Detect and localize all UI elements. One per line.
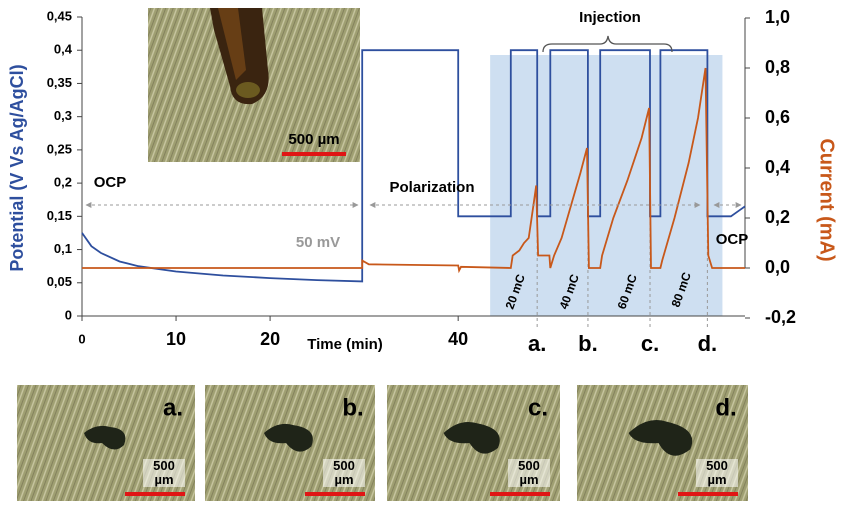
y-tick-label: 0,35	[47, 75, 72, 90]
y-tick-label: 0	[65, 307, 72, 322]
y2-tick-label: 0,6	[765, 107, 790, 127]
y-tick-label: 0,3	[54, 108, 72, 123]
scale-box: 500 µm	[696, 459, 738, 487]
image-label: d.	[715, 394, 736, 421]
scale-box: 500 µm	[143, 459, 185, 487]
y2-tick-label: 0,8	[765, 57, 790, 77]
scale-bar	[490, 492, 550, 496]
deposit	[628, 420, 693, 456]
deposit	[443, 421, 500, 454]
y2-tick-label: 0,0	[765, 257, 790, 277]
series-line	[81, 49, 746, 283]
y2-axis-label: Current (mA)	[816, 138, 838, 261]
x-tick-label: 40	[448, 329, 468, 349]
y2-tick-label: 0,4	[765, 157, 790, 177]
y-tick-label: 0,15	[47, 208, 72, 223]
injection-bracket	[542, 35, 673, 53]
y-tick-label: 0,1	[54, 241, 72, 256]
scale-box: 500 µm	[323, 459, 365, 487]
scale-label: 500 µm	[696, 459, 738, 487]
deposit	[264, 423, 313, 452]
scale-label: 500 µm	[288, 131, 339, 148]
annotation: Injection	[579, 9, 641, 26]
y2-tick-label: -0,2	[765, 307, 796, 327]
y-tick-label: 0,45	[47, 8, 72, 23]
y-axis-label: Potential (V Vs Ag/AgCl)	[7, 64, 27, 271]
x-tick-label: d.	[698, 331, 718, 356]
image-label: a.	[163, 394, 183, 421]
scale-box: 500 µm	[508, 459, 550, 487]
scale-label: 500 µm	[143, 459, 185, 487]
scale-bar	[678, 492, 738, 496]
y-tick-label: 0,2	[54, 175, 72, 190]
annotation: Polarization	[389, 179, 474, 196]
x-axis-label: Time (min)	[307, 336, 383, 353]
scale-bar	[125, 492, 185, 496]
x-tick-label: 10	[166, 329, 186, 349]
y-tick-label: 0,25	[47, 141, 72, 156]
image-label: b.	[342, 394, 363, 421]
y2-tick-label: 0,2	[765, 207, 790, 227]
annotation: OCP	[94, 174, 127, 191]
scale-bar	[305, 492, 365, 496]
x-tick-label: c.	[641, 331, 659, 356]
x-tick-label: b.	[578, 331, 598, 356]
annotation: 50 mV	[296, 234, 340, 251]
image-label: c.	[528, 394, 548, 421]
scale-label: 500 µm	[323, 459, 365, 487]
inset-image: 500 µm	[148, 8, 360, 162]
y2-tick-label: 1,0	[765, 7, 790, 27]
annotation: OCP	[716, 231, 749, 248]
y-tick-label: 0,4	[54, 42, 73, 57]
x-tick-label: 0	[78, 331, 85, 346]
scale-label: 500 µm	[508, 459, 550, 487]
deposit	[84, 425, 126, 450]
y-tick-label: 0,05	[47, 274, 72, 289]
x-tick-label: 20	[260, 329, 280, 349]
x-tick-label: a.	[528, 331, 546, 356]
